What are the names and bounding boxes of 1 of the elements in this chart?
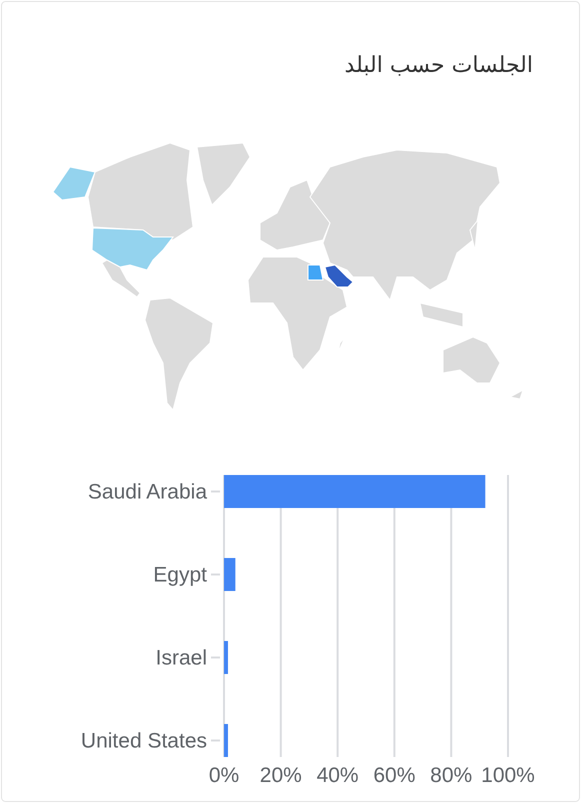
title: الجلسات حسب البلد (344, 53, 533, 78)
